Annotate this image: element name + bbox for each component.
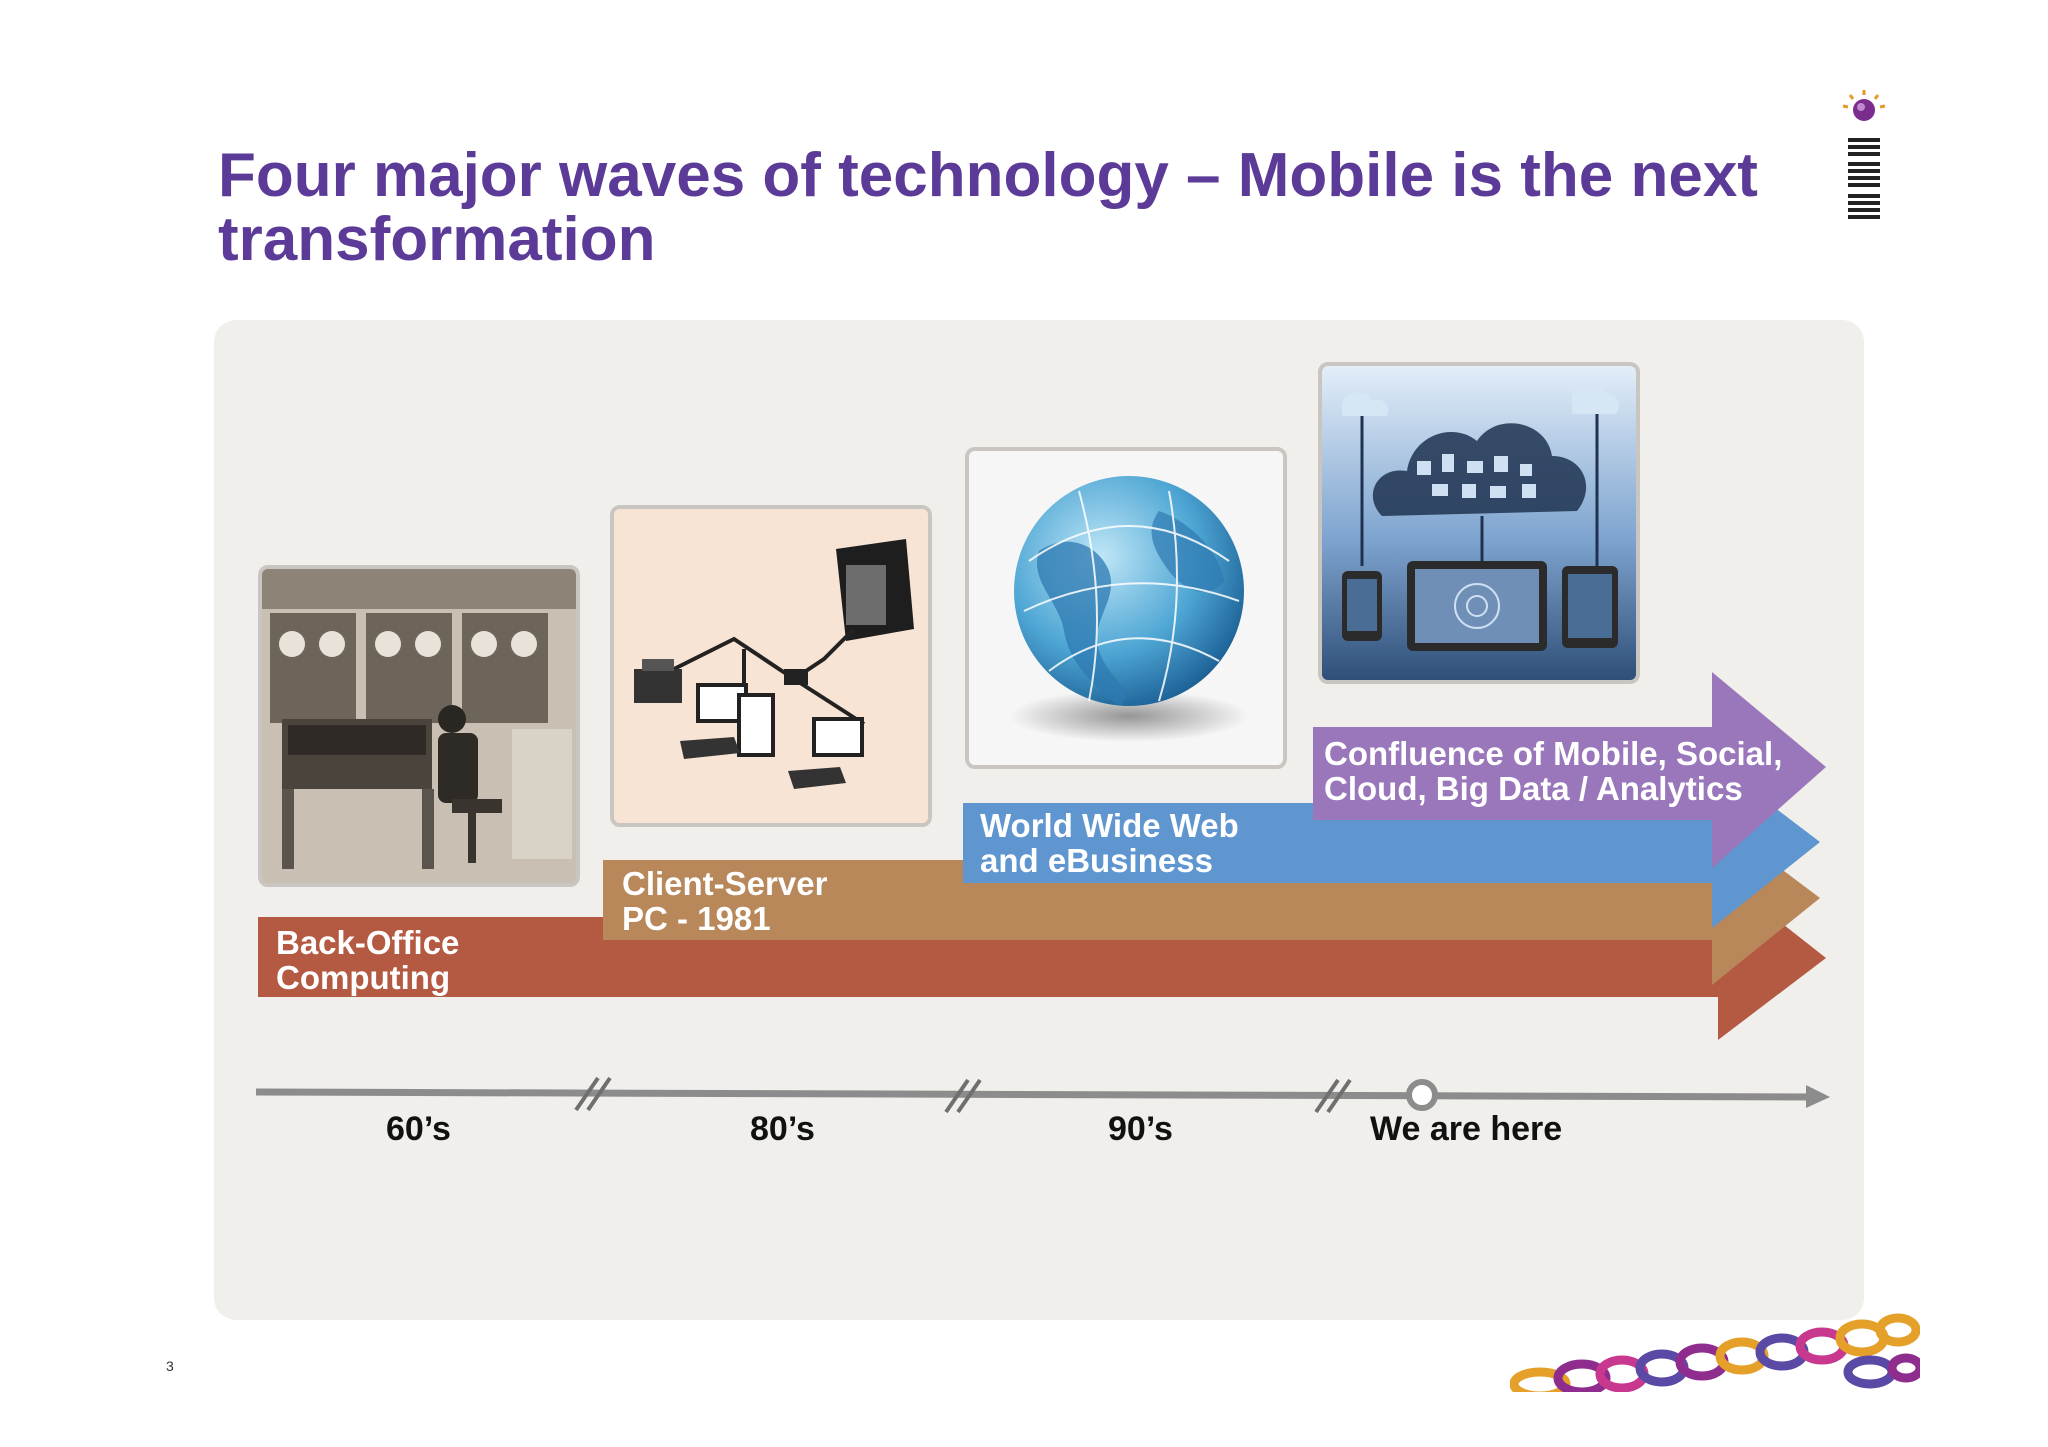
mobile-cloud-devices-image [1318,362,1640,684]
wave-label-back-office: Back-Office Computing [276,924,460,996]
page-title: Four major waves of technology – Mobile … [218,144,1818,272]
wave-label-confluence: Confluence of Mobile, Social, Cloud, Big… [1324,735,1783,807]
current-position-marker [1406,1079,1438,1111]
tick-label-90s: 90’s [1108,1110,1173,1148]
wave-label-world-wide-web: World Wide Web and eBusiness [980,807,1239,879]
wave-label-client-server: Client-Server PC - 1981 [622,865,828,937]
wave-arrow-confluence [1313,672,1826,868]
axis-break-3 [1314,1078,1352,1114]
tick-label-60s: 60’s [386,1110,451,1148]
decorative-ring-pattern-icon [1510,1313,1920,1392]
wave-arrow-world-wide-web [963,760,1820,928]
mainframe-operator-photo [258,565,580,887]
globe-network-image [965,447,1287,769]
page-number: 3 [166,1358,174,1374]
wave-arrow-back-office [258,873,1826,1040]
tick-label-we-are-here: We are here [1370,1110,1563,1148]
wave-arrow-client-server [603,817,1820,985]
ibm-logo-icon [1842,90,1886,219]
page-title-line1: Four major waves of technology – Mobile … [218,141,1758,210]
client-server-network-illustration [610,505,932,827]
page-title-line2: transformation [218,205,656,274]
axis-break-2 [944,1078,982,1114]
axis-break-1 [574,1076,612,1112]
tick-label-80s: 80’s [750,1110,815,1148]
